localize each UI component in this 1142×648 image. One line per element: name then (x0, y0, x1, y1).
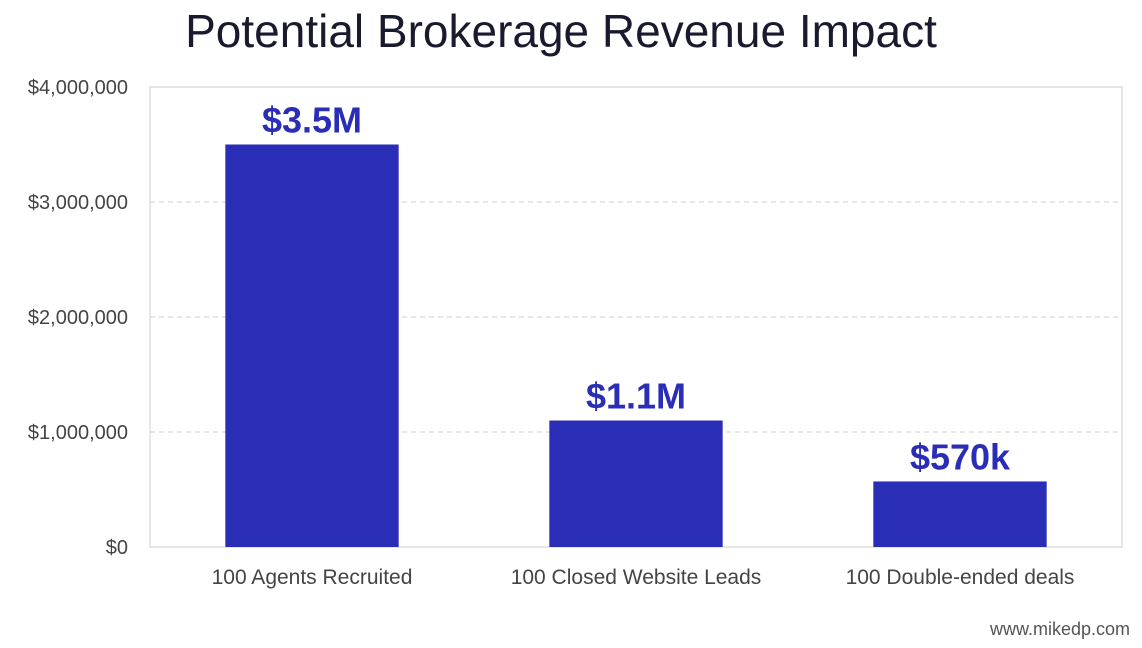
x-tick-label: 100 Closed Website Leads (511, 566, 762, 589)
data-label: $3.5M (262, 100, 362, 141)
data-label: $1.1M (586, 376, 686, 417)
y-axis: $0 $1,000,000 $2,000,000 $3,000,000 $4,000,0… (28, 77, 128, 559)
watermark: www.mikedp.com (989, 619, 1130, 639)
y-tick-label: $3,000,000 (28, 192, 128, 214)
bars: $3.5M $1.1M $570k (225, 100, 1047, 547)
y-tick-label: $4,000,000 (28, 77, 128, 99)
y-tick-label: $2,000,000 (28, 307, 128, 329)
y-tick-label: $0 (106, 537, 128, 559)
bar (873, 481, 1047, 547)
chart-title-text: Potential Brokerage Revenue Impact (185, 5, 937, 57)
bar (225, 144, 399, 547)
x-tick-label: 100 Agents Recruited (212, 566, 413, 589)
data-label: $570k (910, 436, 1011, 477)
chart-title: Potential Brokerage Revenue Impact (0, 4, 1142, 58)
x-axis: 100 Agents Recruited 100 Closed Website L… (212, 566, 1075, 589)
y-tick-label: $1,000,000 (28, 422, 128, 444)
bar (549, 420, 723, 547)
x-tick-label: 100 Double-ended deals (846, 566, 1075, 589)
